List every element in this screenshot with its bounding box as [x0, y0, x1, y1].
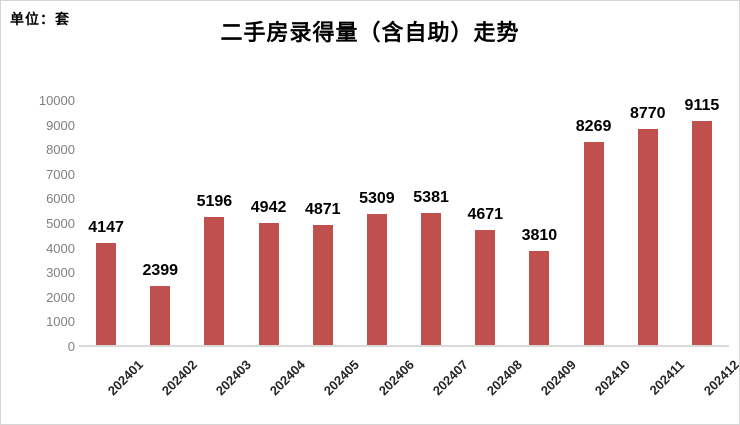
y-axis-tick-label: 4000 [46, 240, 75, 256]
bar [475, 230, 496, 345]
x-axis-tick-label: 202407 [429, 357, 471, 399]
x-axis-tick-label: 202410 [591, 357, 634, 399]
bar [150, 286, 171, 345]
x-axis-tick-label: 202403 [212, 357, 255, 399]
x-axis-tick-label: 202409 [537, 357, 580, 399]
bar [96, 243, 117, 345]
y-axis-tick-label: 1000 [46, 314, 75, 330]
bar-value-label: 2399 [142, 262, 179, 279]
x-axis-line [79, 345, 729, 347]
unit-label: 单位：套 [10, 13, 70, 28]
x-axis-tick-label: 202406 [375, 357, 417, 399]
x-axis-tick-label: 202412 [700, 357, 740, 399]
x-axis-tick-label: 202408 [483, 357, 525, 399]
bar [421, 213, 442, 345]
y-axis-tick-label: 7000 [46, 166, 75, 182]
bar-value-label: 8770 [629, 105, 666, 122]
bar-value-label: 4671 [467, 206, 504, 223]
bar [258, 223, 279, 345]
x-axis-tick-label: 202401 [104, 357, 146, 399]
y-axis-tick-label: 6000 [46, 191, 75, 207]
x-axis-tick-label: 202402 [158, 357, 200, 399]
y-axis-tick-label: 9000 [46, 117, 75, 133]
bar [312, 225, 333, 345]
bar [691, 121, 712, 345]
bar-value-label: 4147 [88, 219, 124, 236]
bar-value-label: 4871 [304, 201, 341, 218]
bar-value-label: 9115 [684, 97, 720, 114]
y-axis-tick-label: 0 [67, 339, 75, 354]
y-axis-tick-label: 8000 [46, 142, 75, 158]
x-axis-tick-label: 202404 [266, 357, 309, 399]
bar-value-label: 5196 [196, 193, 233, 210]
bar-value-label: 5309 [359, 190, 395, 207]
bar-value-label: 4942 [250, 199, 287, 216]
bar [583, 142, 604, 345]
y-axis-tick-label: 3000 [46, 265, 75, 281]
y-axis-tick-label: 2000 [46, 289, 75, 305]
x-axis-tick-label: 202405 [321, 357, 363, 399]
bar [637, 129, 658, 345]
chart-title: 二手房录得量（含自助）走势 [220, 20, 520, 45]
bar [366, 214, 387, 345]
bar-value-label: 8269 [575, 118, 612, 135]
y-axis-tick-label: 10000 [38, 93, 75, 108]
x-axis-tick-label: 202411 [646, 357, 688, 398]
bar [204, 217, 225, 345]
y-axis-tick-label: 5000 [46, 216, 75, 231]
bar [529, 251, 550, 345]
bar-value-label: 5381 [413, 189, 449, 206]
bar-value-label: 3810 [521, 227, 558, 244]
